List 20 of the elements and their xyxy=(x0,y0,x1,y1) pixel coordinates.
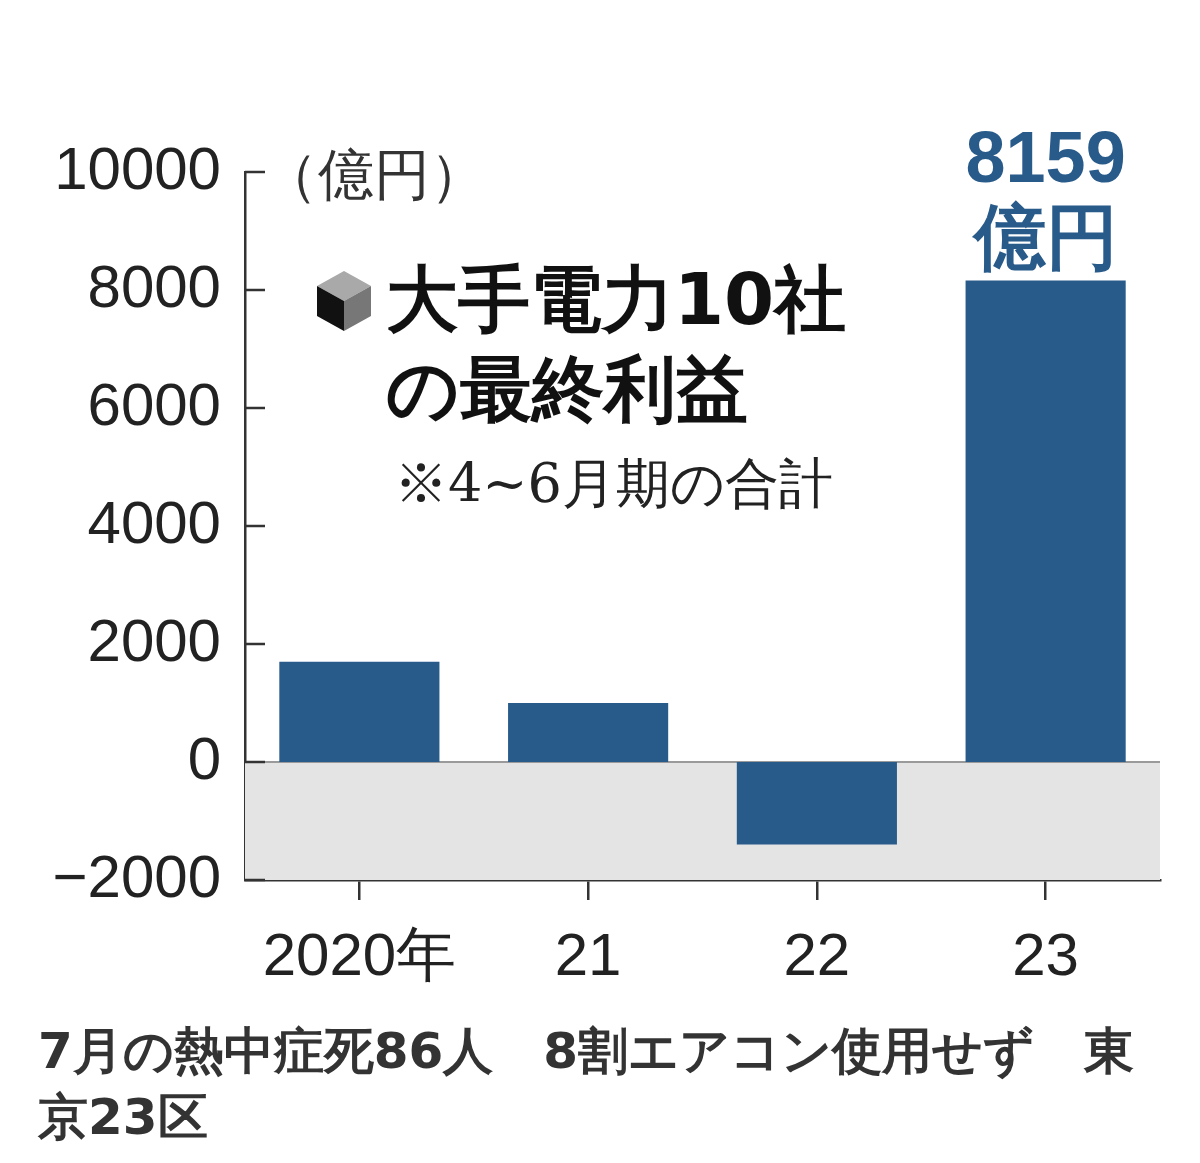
data-label: 8159億円 xyxy=(964,116,1127,277)
y-tick-label: 8000 xyxy=(87,252,221,320)
text: ※4~6月期の合計 xyxy=(394,452,833,516)
bar xyxy=(279,661,440,762)
y-tick-label: 2000 xyxy=(87,606,221,674)
x-tick-label: 23 xyxy=(1012,920,1079,988)
y-tick-label: 4000 xyxy=(87,488,221,556)
x-tick-label: 2020年 xyxy=(262,920,457,988)
text: 大手電力10社の最終利益 xyxy=(386,256,848,433)
bar xyxy=(736,762,897,845)
text: 7月の熱中症死86人 8割エアコン使用せず 東京23区 xyxy=(38,1021,1136,1148)
bar xyxy=(965,280,1126,762)
y-tick-label: −2000 xyxy=(52,842,221,910)
y-tick-label: 0 xyxy=(187,724,221,792)
bar xyxy=(508,703,669,762)
x-tick-label: 22 xyxy=(783,920,851,988)
y-axis-title: （億円） xyxy=(262,142,486,208)
y-tick-label: 6000 xyxy=(87,370,221,438)
x-tick-label: 21 xyxy=(554,920,622,988)
y-tick-label: 10000 xyxy=(54,134,221,202)
